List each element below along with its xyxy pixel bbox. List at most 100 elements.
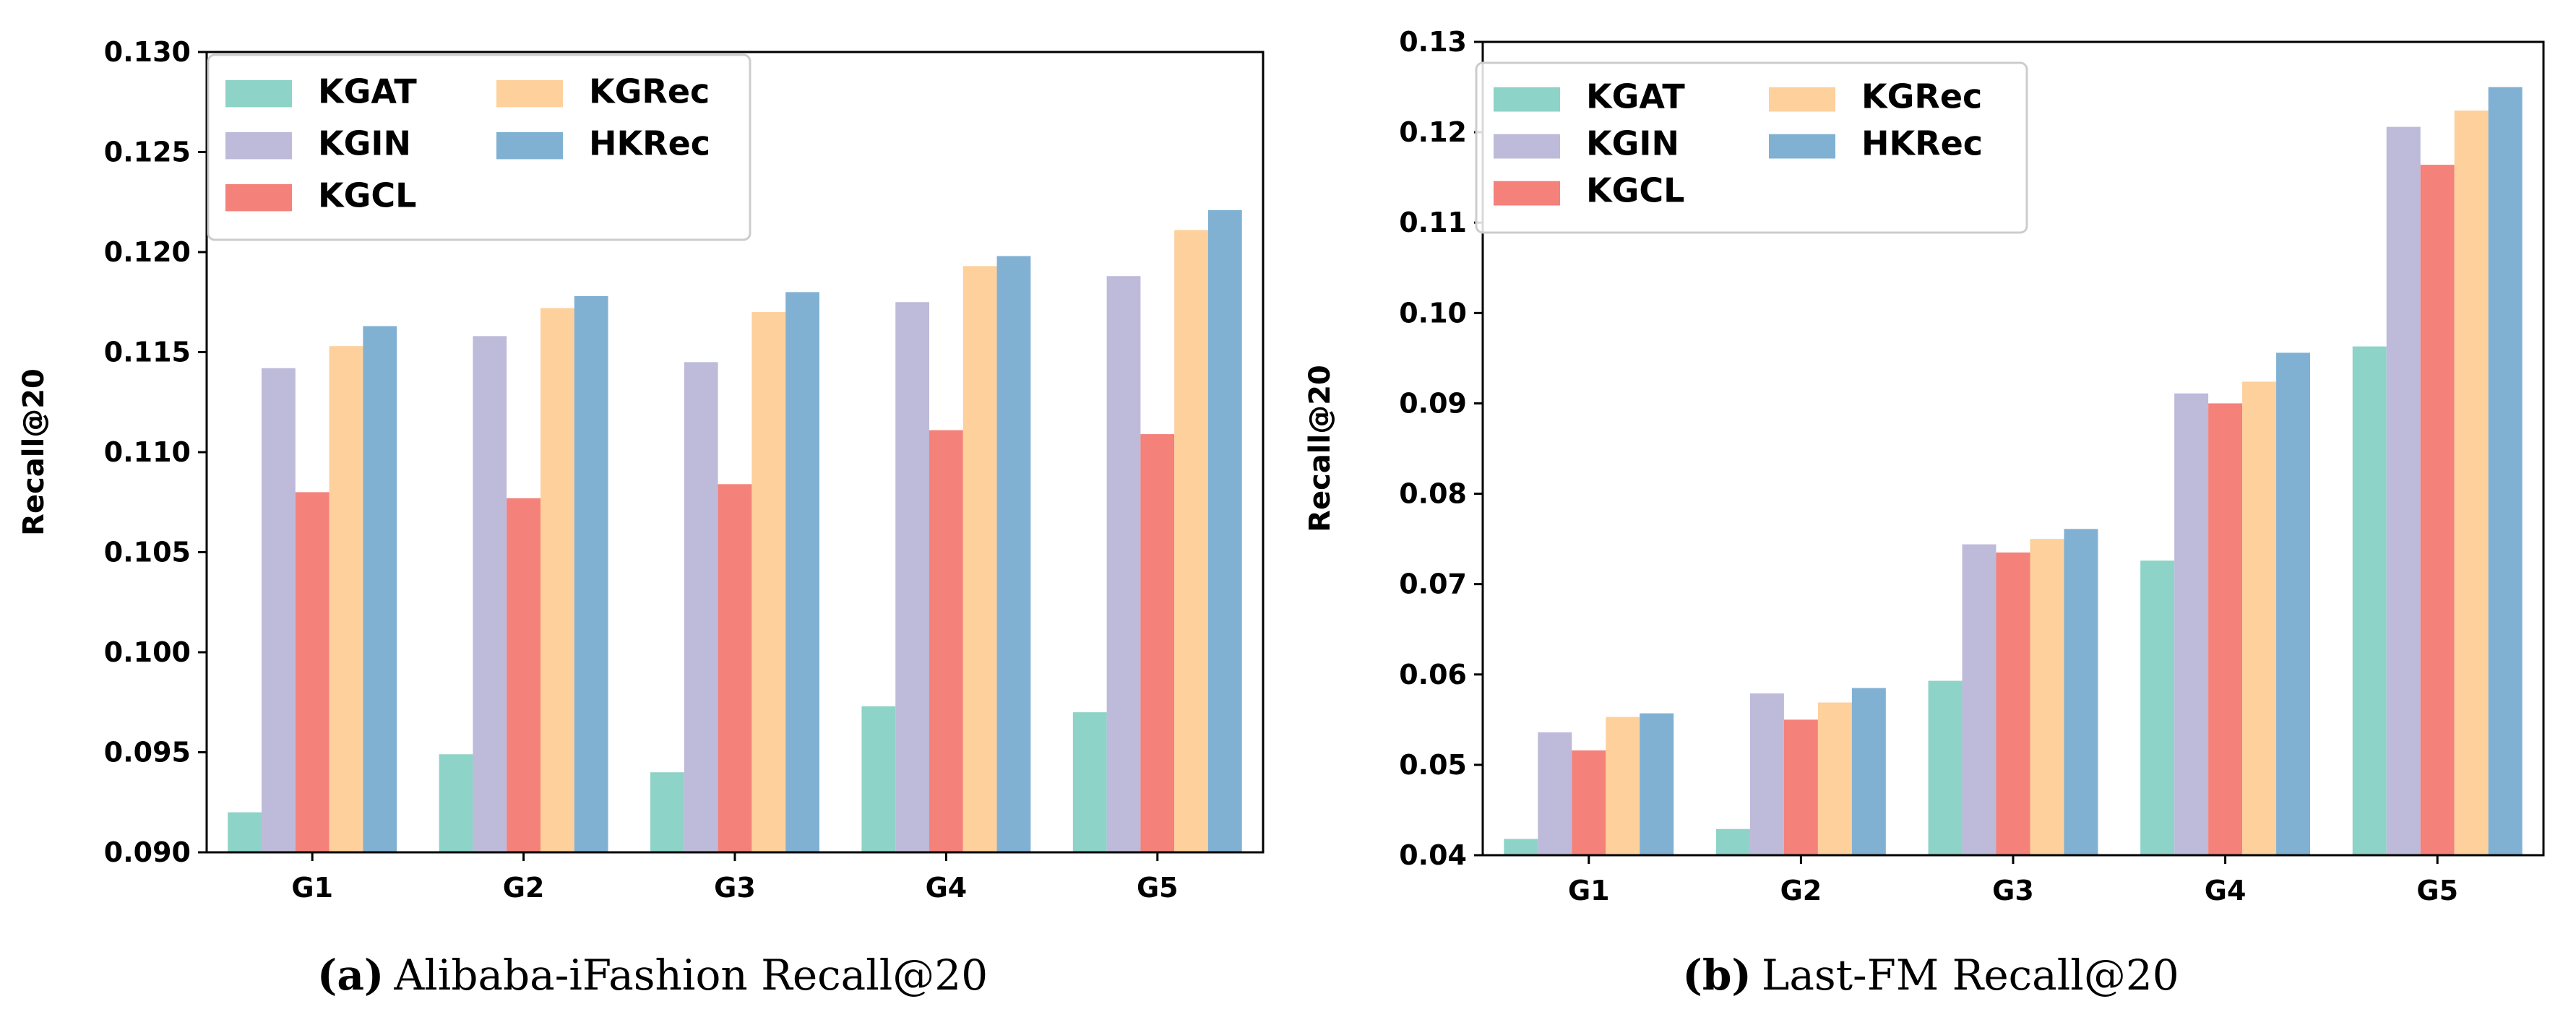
bar-kgat-g3 [1928, 680, 1963, 855]
legend-swatch-kgrec [496, 79, 563, 108]
x-tick-label: G2 [1780, 875, 1822, 906]
y-tick-label: 0.130 [104, 36, 191, 68]
legend-label-hkrec: HKRec [1861, 124, 1983, 163]
legend-swatch-kgin [225, 131, 292, 160]
y-tick-label: 0.10 [1399, 297, 1467, 329]
bar-kgin-g3 [1962, 544, 1996, 855]
bar-kgat-g1 [228, 812, 262, 852]
y-tick-label: 0.06 [1399, 659, 1467, 691]
bar-kgcl-g1 [295, 492, 329, 852]
caption-text: Last-FM Recall@20 [1762, 951, 2179, 1000]
caption-letter: (a) [317, 951, 384, 1000]
bar-kgrec-g5 [2454, 111, 2489, 855]
bar-kgin-g4 [2174, 393, 2209, 855]
x-tick-label: G4 [926, 872, 968, 904]
bar-kgrec-g3 [2030, 539, 2064, 855]
legend-label-kgat: KGAT [318, 72, 417, 111]
y-tick-label: 0.115 [104, 337, 191, 368]
bar-kgcl-g5 [2420, 165, 2455, 855]
bar-kgat-g2 [439, 754, 473, 852]
y-axis-label: Recall@20 [17, 368, 51, 536]
legend-swatch-kgin [1494, 134, 1560, 159]
bar-kgrec-g2 [540, 308, 574, 852]
y-tick-label: 0.11 [1399, 207, 1467, 238]
bar-kgrec-g4 [962, 266, 997, 852]
legend-label-kgcl: KGCL [1586, 170, 1684, 209]
bar-kgat-g4 [861, 706, 896, 852]
legend-swatch-kgat [1494, 87, 1560, 112]
bar-kgat-g3 [650, 772, 684, 852]
x-tick-label: G4 [2205, 875, 2247, 906]
chart-b: 0.04 0.05 0.06 0.07 0.08 0.09 0.10 0.11 0.12 0.13… [1304, 26, 2545, 1000]
bar-kgcl-g4 [929, 430, 963, 852]
legend-label-kgcl: KGCL [318, 176, 416, 215]
bar-kgin-g2 [473, 336, 507, 853]
bar-hkrec-g3 [785, 292, 819, 852]
bar-kgin-g1 [1538, 732, 1572, 855]
y-tick-label: 0.095 [104, 737, 191, 769]
x-tick-label: G1 [1568, 875, 1610, 906]
bar-kgcl-g2 [1783, 719, 1818, 855]
y-tick-label: 0.05 [1399, 749, 1467, 781]
bar-kgcl-g3 [718, 484, 752, 852]
legend-swatch-kgcl [225, 183, 292, 212]
y-tick-label: 0.13 [1399, 26, 1467, 58]
y-tick-label: 0.100 [104, 636, 191, 668]
y-tick-label: 0.125 [104, 137, 191, 168]
legend-label-hkrec: HKRec [589, 124, 710, 163]
x-tick-label: G1 [291, 872, 333, 904]
bar-kgrec-g1 [329, 346, 363, 852]
bar-kgat-g5 [2352, 346, 2387, 855]
legend-label-kgrec: KGRec [589, 72, 710, 111]
bar-kgcl-g4 [2208, 403, 2243, 855]
bar-kgcl-g2 [507, 498, 540, 852]
bar-kgat-g1 [1504, 839, 1538, 855]
caption-text: Alibaba-iFashion Recall@20 [393, 951, 988, 1000]
bar-kgcl-g5 [1140, 434, 1175, 852]
y-tick-label: 0.120 [104, 236, 191, 268]
y-tick-label: 0.04 [1399, 839, 1467, 871]
bar-kgin-g3 [684, 362, 718, 853]
caption-letter: (b) [1682, 951, 1751, 1000]
legend-swatch-hkrec [1769, 134, 1835, 159]
figure-caption: (a) Alibaba-iFashion Recall@20 [317, 951, 988, 1000]
bar-kgin-g2 [1749, 693, 1784, 855]
bar-kgcl-g1 [1572, 750, 1606, 855]
bar-kgat-g2 [1715, 828, 1750, 855]
bar-hkrec-g5 [2488, 87, 2523, 856]
bar-kgrec-g3 [751, 312, 786, 853]
x-tick-label: G3 [1992, 875, 2034, 906]
y-tick-label: 0.110 [104, 436, 191, 468]
figure-caption: (b) Last-FM Recall@20 [1682, 951, 2179, 1000]
y-tick-label: 0.090 [104, 836, 191, 868]
bar-kgrec-g4 [2242, 381, 2277, 855]
bar-kgrec-g5 [1174, 230, 1208, 852]
bar-kgin-g5 [1106, 276, 1141, 852]
y-tick-label: 0.09 [1399, 387, 1467, 419]
legend-swatch-kgcl [1494, 181, 1560, 206]
bar-kgcl-g3 [1996, 552, 2030, 855]
legend-swatch-kgat [225, 79, 292, 108]
legend-label-kgin: KGIN [1586, 124, 1679, 163]
x-tick-label: G5 [1137, 872, 1179, 904]
legend-box [1475, 61, 2028, 234]
bar-hkrec-g4 [996, 256, 1031, 852]
bar-kgrec-g2 [1817, 702, 1852, 855]
legend-swatch-kgrec [1769, 87, 1835, 112]
chart-a: 0.090 0.095 0.100 0.105 0.110 0.115 0.120 0.125… [17, 36, 1265, 1000]
bar-hkrec-g4 [2276, 352, 2311, 856]
legend-swatch-hkrec [496, 131, 563, 160]
bar-kgat-g4 [2140, 561, 2175, 855]
bar-kgin-g4 [895, 302, 930, 852]
bar-kgin-g5 [2386, 126, 2421, 856]
x-tick-label: G3 [714, 872, 756, 904]
x-tick-label: G5 [2416, 875, 2458, 906]
legend-label-kgat: KGAT [1586, 77, 1685, 116]
bar-kgat-g5 [1072, 712, 1107, 852]
y-tick-label: 0.08 [1399, 478, 1467, 510]
legend-label-kgrec: KGRec [1861, 77, 1982, 116]
bar-hkrec-g2 [574, 295, 608, 852]
y-tick-label: 0.07 [1399, 568, 1467, 600]
bar-kgin-g1 [262, 368, 296, 852]
